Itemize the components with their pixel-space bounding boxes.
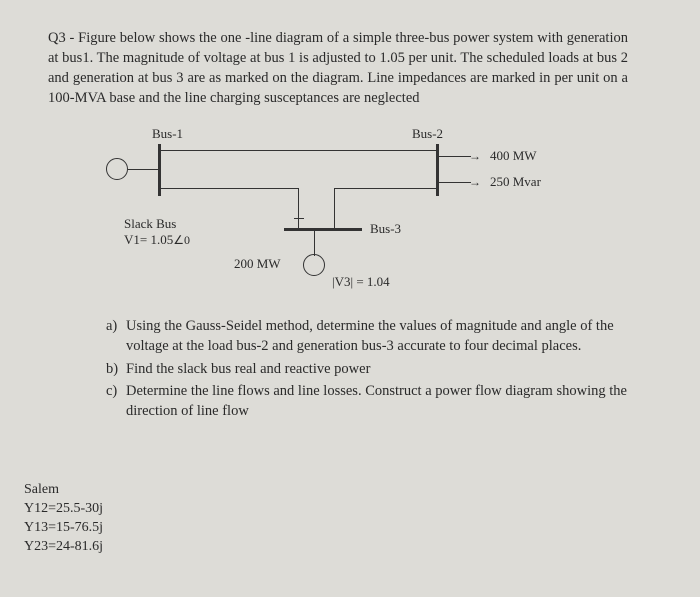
generator-icon — [106, 158, 128, 180]
load-p-line — [439, 156, 471, 157]
load-q-arrow: → — [469, 176, 481, 188]
slack-label: Slack Bus — [124, 216, 176, 232]
load-q-line — [439, 182, 471, 183]
bus2-bar — [436, 144, 439, 196]
part-b-text: Find the slack bus real and reactive pow… — [126, 359, 370, 379]
footer-name: Salem — [24, 481, 103, 500]
bus1-label: Bus-1 — [152, 126, 183, 142]
part-b: b) Find the slack bus real and reactive … — [106, 359, 628, 379]
question-prompt: Q3 - Figure below shows the one -line di… — [48, 28, 628, 108]
v1-val: V1= 1.05 — [124, 232, 173, 247]
gen3-power: 200 MW — [234, 256, 281, 272]
line-23-h — [334, 188, 436, 189]
v3-label: |V3| = 1.04 — [332, 274, 390, 290]
part-c-text: Determine the line flows and line losses… — [126, 381, 628, 422]
load-p-label: 400 MW — [490, 148, 537, 164]
tick-left — [294, 218, 304, 219]
part-b-letter: b) — [106, 359, 126, 379]
part-c-letter: c) — [106, 381, 126, 422]
bus3-gen-connector — [314, 230, 315, 256]
generator3-icon — [303, 254, 325, 276]
v1-label: V1= 1.05∠0 — [124, 232, 190, 248]
line-13-v — [298, 188, 299, 228]
line-12 — [160, 150, 436, 151]
bus3-label: Bus-3 — [370, 221, 401, 237]
load-p-arrow: → — [469, 150, 481, 162]
gen-connector — [128, 169, 158, 170]
one-line-diagram: Bus-1 Bus-2 Bus-3 Slack Bus V1= 1.05∠0 2… — [106, 126, 566, 306]
line-13-h — [160, 188, 298, 189]
bus2-label: Bus-2 — [412, 126, 443, 142]
line-23-v — [334, 188, 335, 228]
part-a: a) Using the Gauss-Seidel method, determ… — [106, 316, 628, 357]
bus3-bar — [284, 228, 362, 231]
y12: Y12=25.5-30j — [24, 500, 103, 519]
q-prefix: Q3 - — [48, 30, 78, 46]
part-c: c) Determine the line flows and line los… — [106, 381, 628, 422]
footer-data: Salem Y12=25.5-30j Y13=15-76.5j Y23=24-8… — [24, 481, 103, 557]
y23: Y23=24-81.6j — [24, 538, 103, 557]
question-parts: a) Using the Gauss-Seidel method, determ… — [106, 316, 628, 421]
v1-angle: ∠0 — [173, 233, 190, 247]
part-a-letter: a) — [106, 316, 126, 357]
load-q-label: 250 Mvar — [490, 174, 541, 190]
part-a-text: Using the Gauss-Seidel method, determine… — [126, 316, 628, 357]
q-body: Figure below shows the one -line diagram… — [48, 30, 628, 106]
y13: Y13=15-76.5j — [24, 519, 103, 538]
